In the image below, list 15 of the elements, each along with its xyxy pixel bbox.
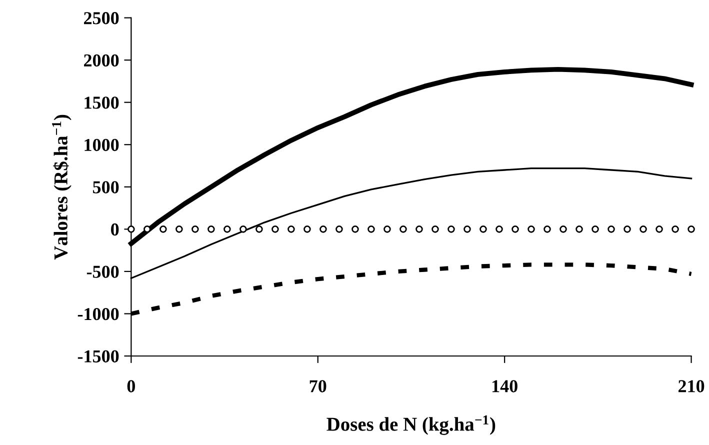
x-tick-label: 140 bbox=[492, 380, 518, 392]
y-tick-label: 2500 bbox=[84, 12, 119, 24]
x-axis-title: Doses de N (kg.ha$^{−1}$) bbox=[326, 415, 496, 435]
y-tick-label: 500 bbox=[93, 181, 119, 194]
y-tick-label: 1000 bbox=[84, 138, 119, 152]
x-tick-label: 0 bbox=[127, 380, 135, 392]
x-tick-label: 210 bbox=[678, 380, 704, 392]
y-tick-label: -1000 bbox=[78, 308, 119, 320]
y-tick-label: 1500 bbox=[84, 96, 119, 109]
y-tick-label: -1500 bbox=[78, 350, 119, 362]
y-tick-label: -500 bbox=[86, 266, 119, 278]
x-tick-label: 70 bbox=[310, 380, 326, 392]
y-tick-label: 0 bbox=[111, 223, 119, 236]
y-axis-title: Valores (R$.ha$^{−1}$) bbox=[52, 114, 72, 260]
y-tick-label: 2000 bbox=[84, 54, 119, 67]
